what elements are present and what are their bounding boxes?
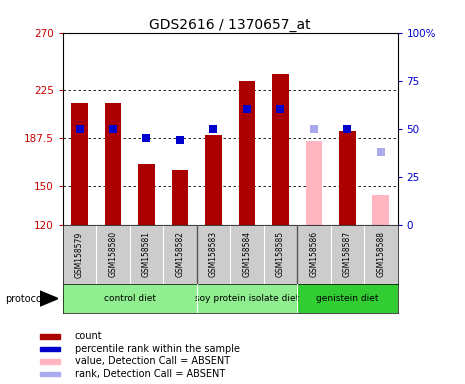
Bar (71, 103, 88, 225)
Bar (40, 372, 60, 376)
Text: GSM158583: GSM158583 (209, 231, 218, 278)
Point (176, 137, 184, 143)
Text: genistein diet: genistein diet (316, 294, 379, 303)
Point (109, 126, 117, 132)
Polygon shape (40, 291, 58, 306)
Bar (63, 284, 197, 313)
Bar (197, 284, 297, 313)
Point (310, 126, 318, 132)
Bar (172, 170, 188, 225)
Bar (272, 74, 289, 225)
Title: GDS2616 / 1370657_at: GDS2616 / 1370657_at (149, 18, 311, 31)
Text: value, Detection Call = ABSENT: value, Detection Call = ABSENT (74, 356, 230, 366)
Text: GSM158586: GSM158586 (309, 231, 319, 278)
Point (277, 106, 284, 113)
Point (143, 135, 150, 141)
Bar (105, 103, 121, 225)
Bar (40, 334, 60, 339)
Bar (297, 284, 398, 313)
Bar (40, 359, 60, 364)
Point (377, 149, 385, 155)
Text: GSM158587: GSM158587 (343, 231, 352, 278)
Text: GSM158580: GSM158580 (108, 231, 118, 278)
Point (210, 126, 217, 132)
Text: control diet: control diet (104, 294, 156, 303)
Text: GSM158581: GSM158581 (142, 232, 151, 277)
Text: GSM158585: GSM158585 (276, 231, 285, 278)
Text: GSM158588: GSM158588 (376, 232, 385, 277)
Text: protocol: protocol (5, 293, 44, 304)
Text: percentile rank within the sample: percentile rank within the sample (74, 344, 239, 354)
Bar (205, 135, 222, 225)
Bar (138, 164, 155, 225)
Bar (239, 81, 255, 225)
Text: GSM158582: GSM158582 (175, 232, 185, 277)
Text: GSM158579: GSM158579 (75, 231, 84, 278)
Text: soy protein isolate diet: soy protein isolate diet (195, 294, 299, 303)
Text: GSM158584: GSM158584 (242, 231, 252, 278)
Point (243, 106, 251, 113)
Bar (372, 195, 389, 225)
Bar (40, 347, 60, 351)
Point (76, 126, 83, 132)
Bar (306, 141, 322, 225)
Text: rank, Detection Call = ABSENT: rank, Detection Call = ABSENT (74, 369, 225, 379)
Text: count: count (74, 331, 102, 341)
Point (344, 126, 351, 132)
Bar (339, 131, 356, 225)
